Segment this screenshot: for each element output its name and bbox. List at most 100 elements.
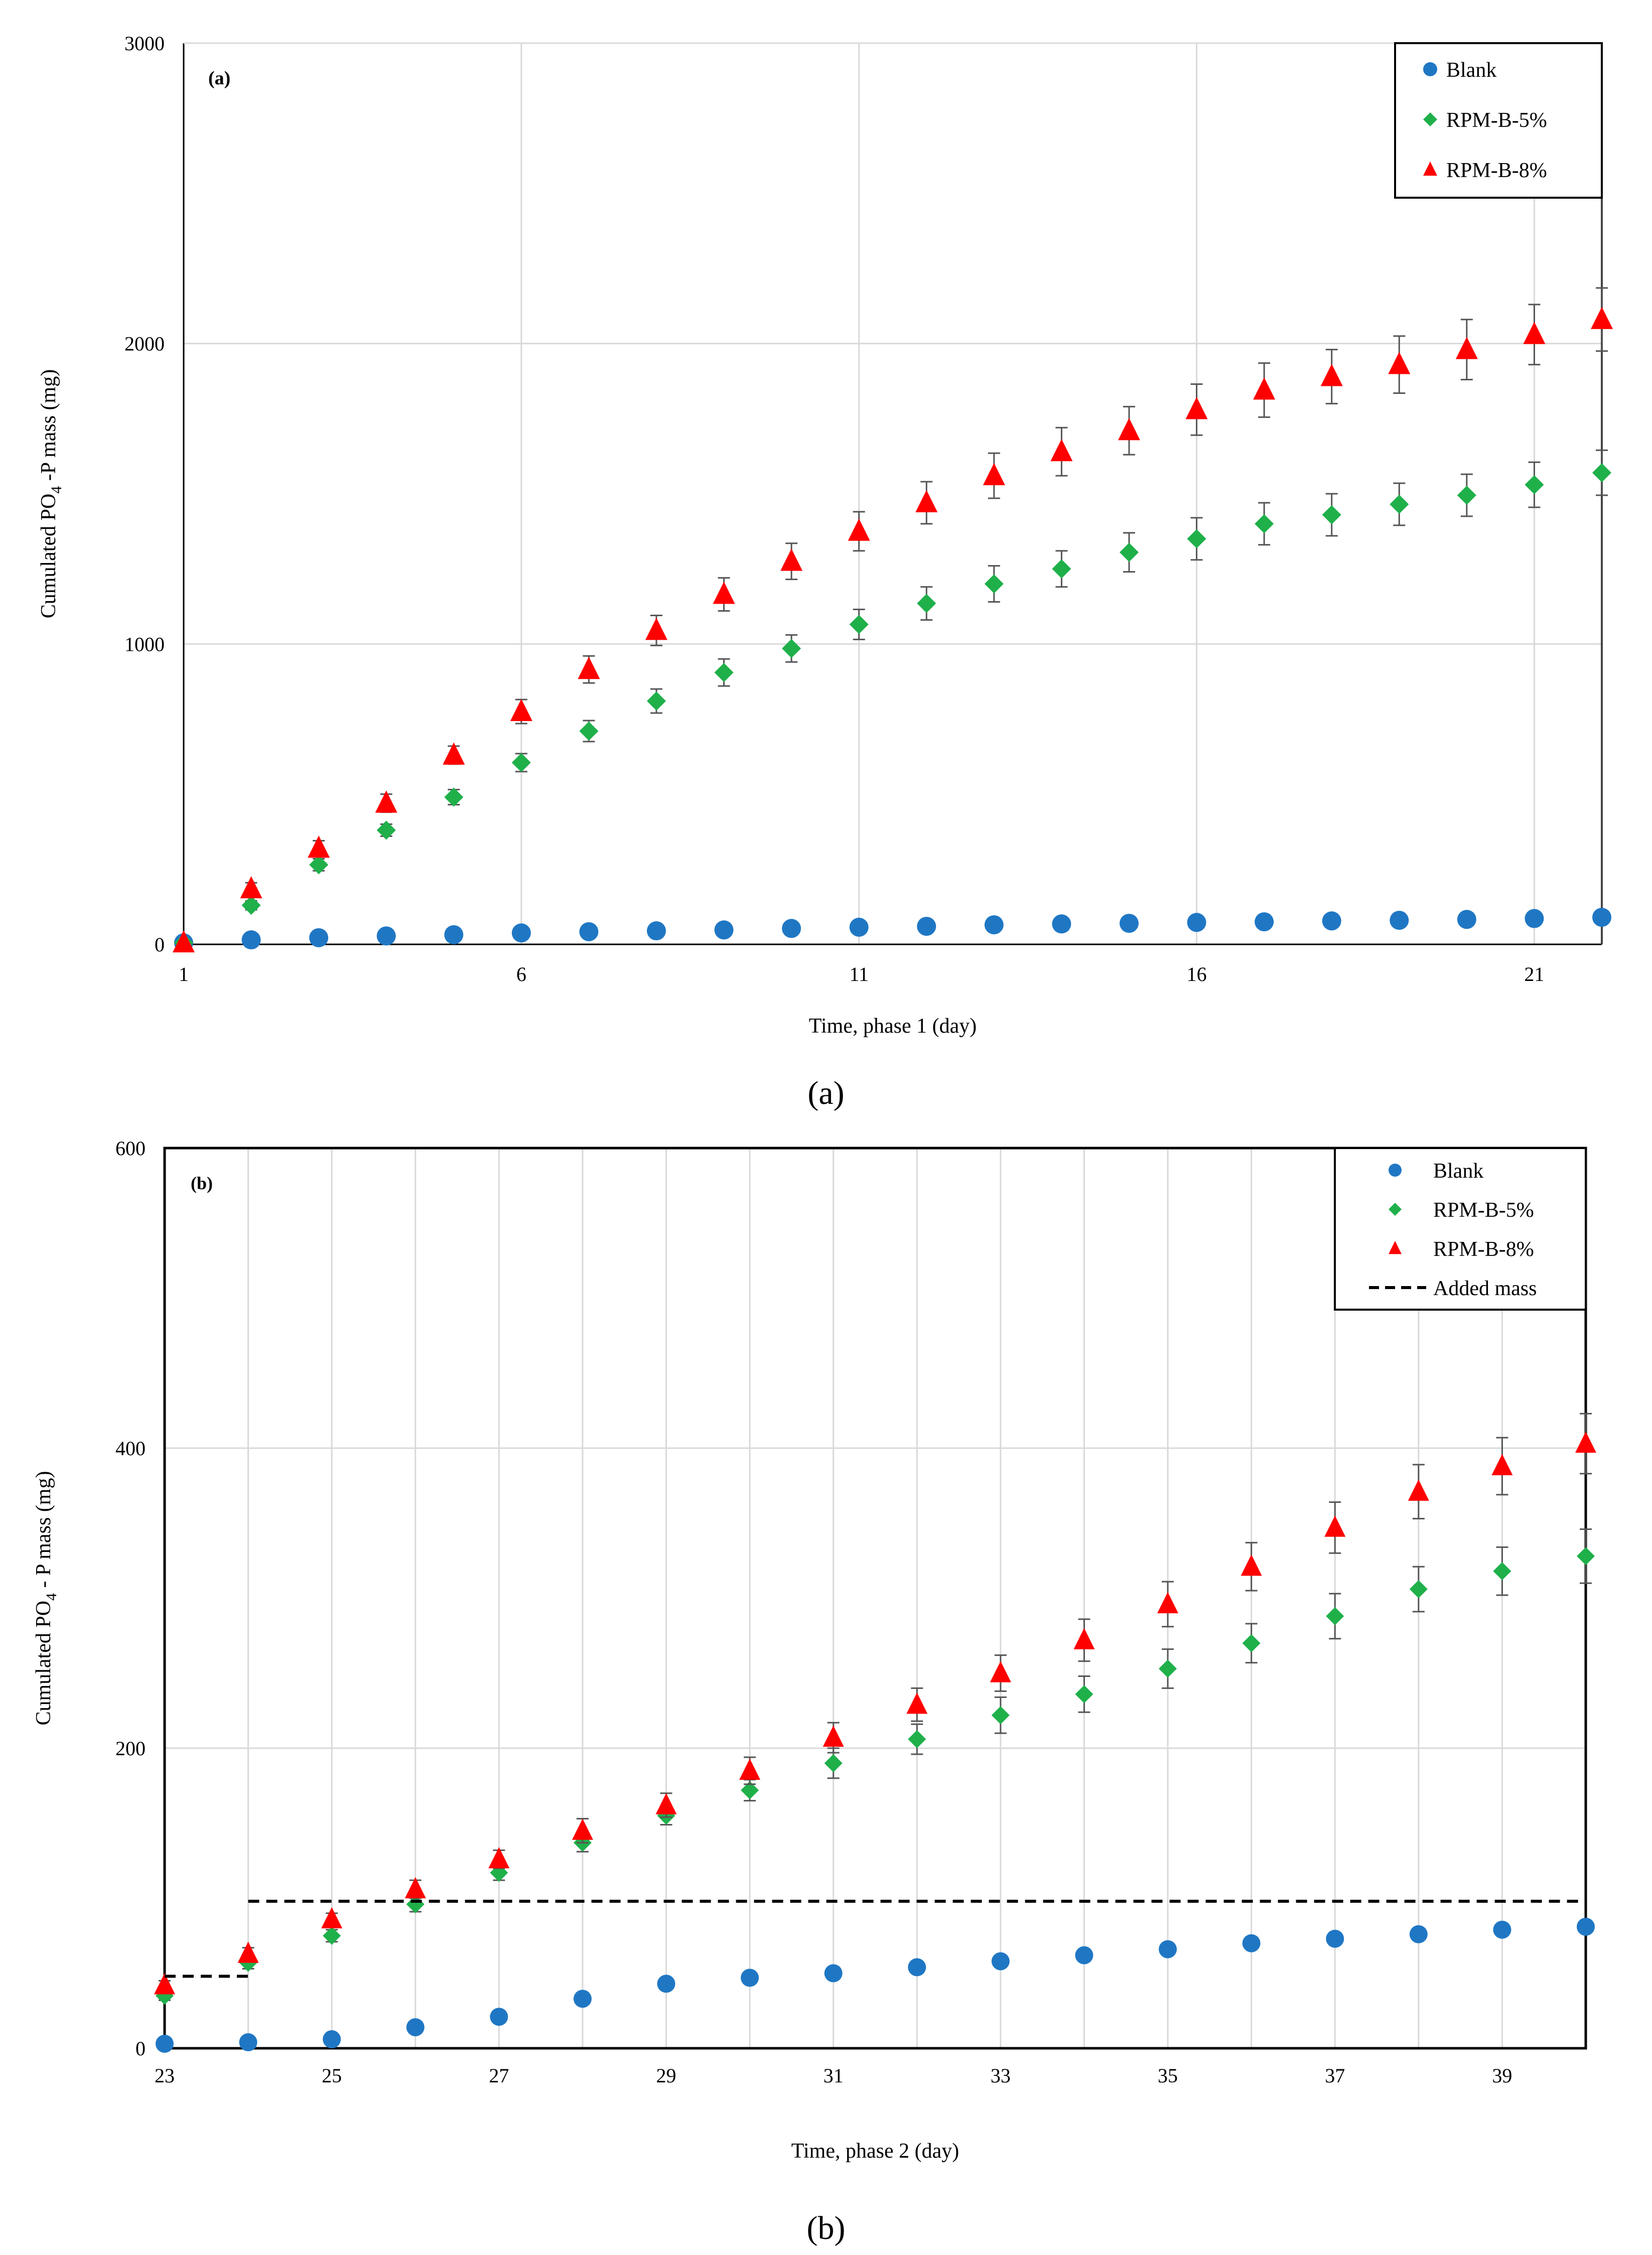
data-point [376, 926, 396, 946]
data-point [917, 917, 936, 936]
data-point [1575, 1431, 1596, 1453]
data-point [1253, 377, 1276, 400]
series-blank [156, 1917, 1595, 2053]
data-point [323, 1926, 341, 1945]
data-point [1408, 1479, 1429, 1501]
legend-box [1334, 1147, 1587, 1311]
x-tick-label: 33 [991, 2064, 1011, 2087]
data-point [1118, 417, 1140, 441]
data-point [739, 1758, 761, 1780]
data-point [488, 1847, 510, 1869]
data-point [240, 876, 262, 899]
data-point [572, 1818, 593, 1840]
series-blank [174, 908, 1611, 953]
data-point [241, 930, 261, 950]
data-point [308, 835, 330, 858]
data-point [1159, 1659, 1177, 1678]
panel-caption: (b) [807, 2210, 846, 2246]
x-tick-label: 31 [823, 2064, 844, 2087]
data-point [1491, 1454, 1513, 1475]
data-point [647, 921, 666, 941]
data-point [824, 1754, 843, 1772]
y-axis-label-part: Cumulated PO [37, 494, 60, 619]
data-point [1592, 908, 1611, 927]
data-point [1457, 485, 1476, 505]
x-tick-label: 16 [1187, 963, 1207, 985]
legend-label: Blank [1433, 1160, 1483, 1183]
panel-b-chart: 23 25 27 29 31 33 35 37 39 0 200 400 600 Time, phase … [32, 1137, 1596, 2246]
y-tick-label: 3000 [124, 32, 165, 55]
data-point [309, 855, 329, 875]
data-point [490, 2008, 508, 2026]
data-point [1577, 1547, 1595, 1566]
data-point [1187, 529, 1206, 548]
data-point [511, 753, 531, 772]
data-point [657, 1975, 675, 1993]
data-point [241, 896, 261, 915]
data-point [154, 1973, 175, 1995]
data-point [323, 2030, 341, 2049]
data-point [741, 1968, 759, 1987]
x-tick-label: 27 [489, 2064, 509, 2087]
data-point [1388, 352, 1411, 374]
legend: Blank RPM-B-5% RPM-B-8% [1394, 42, 1603, 199]
x-tick-label: 39 [1492, 2064, 1512, 2087]
data-point [1322, 911, 1341, 931]
data-point [917, 594, 936, 613]
y-axis-label-part: Cumulated PO [32, 1601, 55, 1726]
data-point [321, 1907, 343, 1928]
data-point [1159, 1940, 1177, 1958]
x-tick-label: 6 [516, 963, 526, 985]
data-point [908, 1958, 926, 1977]
data-point [991, 1706, 1010, 1725]
series-rpm-b-8 [173, 287, 1613, 952]
y-tick-label: 0 [155, 933, 165, 956]
data-point [1320, 364, 1343, 386]
data-point [647, 691, 666, 711]
data-point [1326, 1929, 1344, 1948]
data-point [741, 1781, 759, 1799]
legend-label: Blank [1446, 59, 1496, 82]
x-tick-label: 35 [1158, 2064, 1178, 2087]
data-point [156, 2035, 174, 2053]
legend-marker [1423, 62, 1437, 76]
x-axis-label: Time, phase 1 (day) [809, 1015, 977, 1038]
y-tick-label: 1000 [124, 633, 165, 655]
legend-marker [1389, 1164, 1402, 1177]
data-point [645, 618, 667, 640]
data-point [443, 742, 465, 765]
x-tick-label: 21 [1524, 963, 1544, 985]
y-tick-label: 0 [135, 2037, 146, 2060]
legend-label: RPM-B-5% [1446, 109, 1547, 132]
y-tick-label: 2000 [124, 333, 165, 355]
data-point [1050, 439, 1073, 462]
data-point [713, 582, 735, 604]
data-point [309, 928, 329, 947]
data-point [782, 919, 801, 938]
x-tick-label: 25 [322, 2064, 342, 2087]
panel-label: (b) [191, 1173, 213, 1193]
x-tick-label: 37 [1325, 2064, 1345, 2087]
data-point [1525, 909, 1544, 928]
data-point [1455, 337, 1478, 359]
legend-label: RPM-B-8% [1433, 1238, 1534, 1261]
data-point [173, 930, 195, 952]
data-point [915, 490, 938, 512]
panel-caption: (a) [807, 1075, 844, 1111]
data-point [1187, 913, 1206, 932]
data-point [1390, 911, 1409, 930]
data-point [848, 518, 870, 541]
series-rpm-b-8 [154, 1413, 1596, 1995]
data-point [579, 922, 599, 941]
data-point [1242, 1934, 1261, 1952]
data-point [780, 548, 803, 571]
data-point [822, 1725, 844, 1747]
y-axis-label: Cumulated PO4 -P mass (mg) [37, 369, 65, 618]
data-point [655, 1793, 677, 1814]
data-point [1075, 1946, 1093, 1964]
data-point [1242, 1634, 1261, 1652]
data-point [376, 820, 396, 840]
y-axis-label-subscript: 4 [48, 486, 65, 494]
